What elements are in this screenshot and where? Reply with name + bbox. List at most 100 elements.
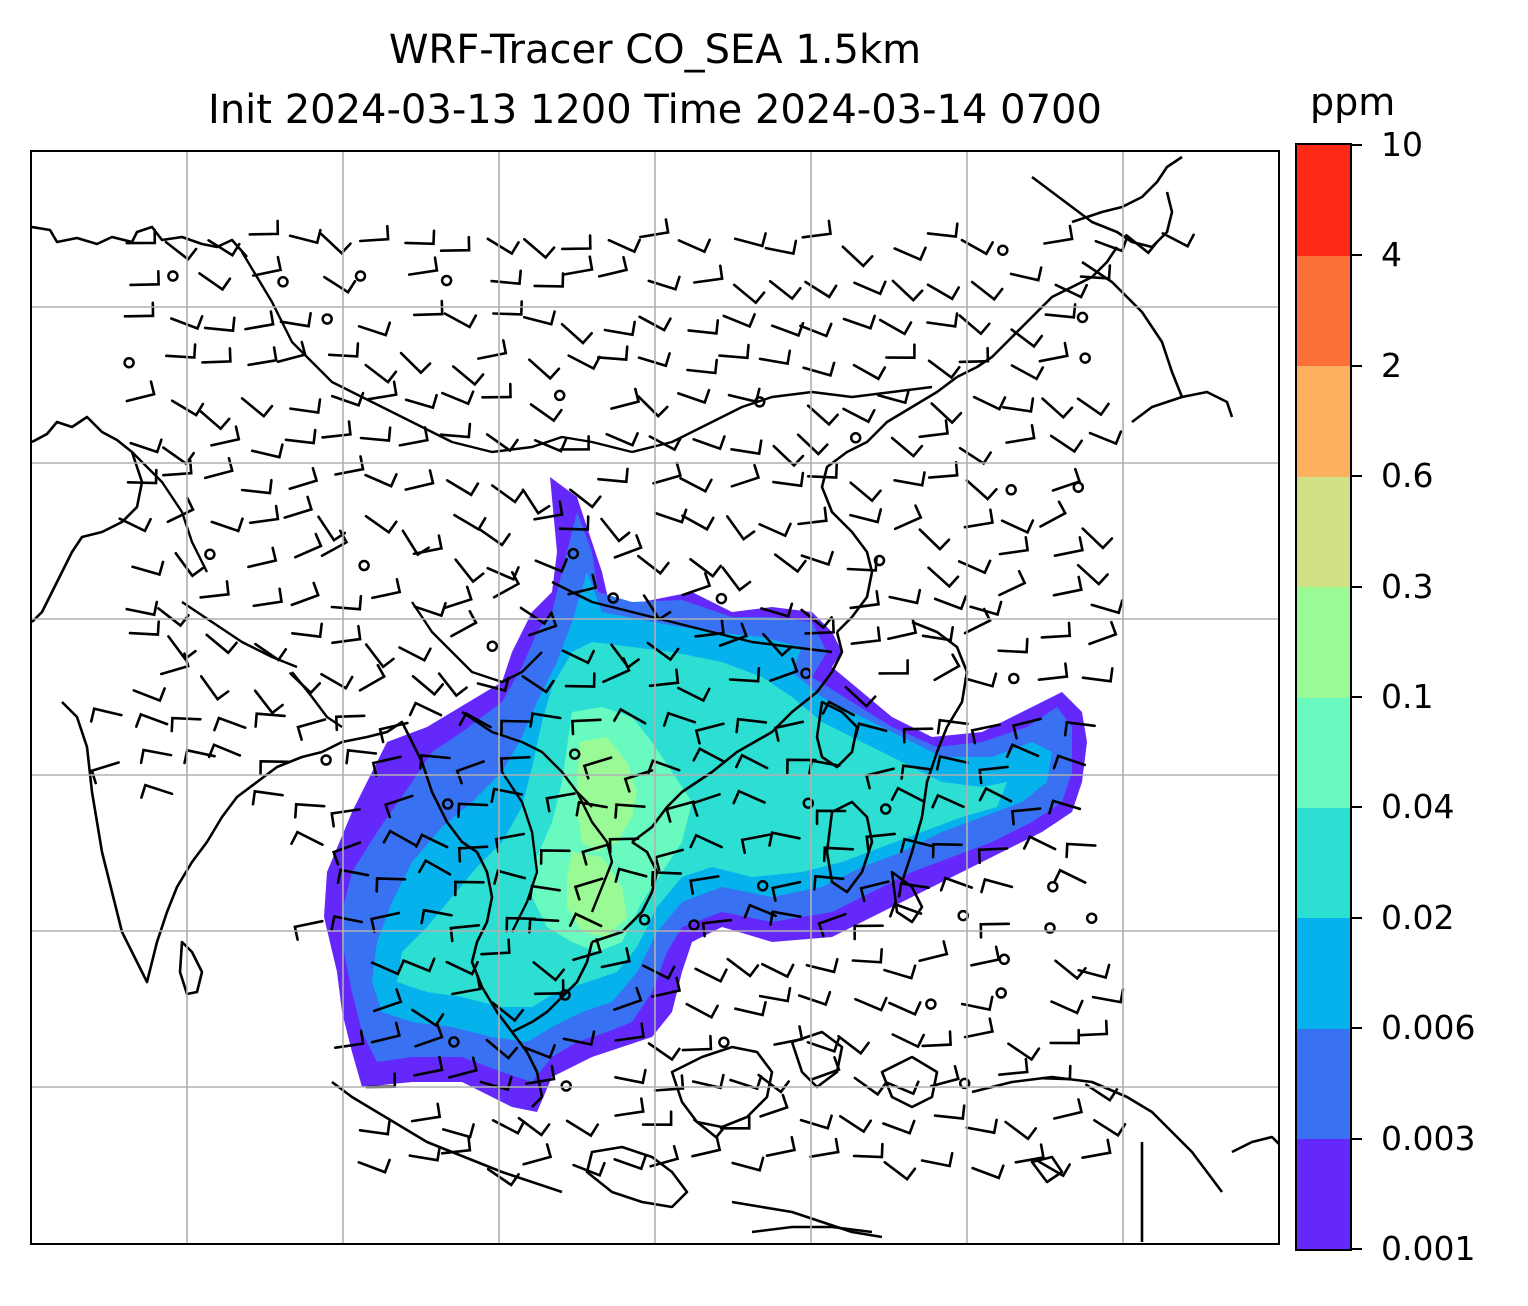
wind-barb: [998, 536, 1030, 556]
wind-barb: [367, 380, 398, 401]
wind-barb: [240, 397, 274, 419]
wind-barb: [681, 572, 712, 597]
wind-barb: [525, 1064, 556, 1085]
wind-barb: [331, 841, 362, 866]
wind-barb: [203, 456, 234, 480]
calm-wind-circle: [718, 1036, 730, 1049]
wind-barb: [157, 607, 190, 628]
wind-barb: [681, 1034, 713, 1052]
wind-barb: [878, 659, 909, 675]
wind-barb: [357, 1158, 391, 1174]
wind-barb: [837, 1035, 870, 1056]
wind-barb: [170, 716, 202, 733]
wind-barb: [533, 272, 565, 288]
border-segment: [501, 771, 539, 933]
wind-barb: [842, 314, 876, 330]
wind-barb: [649, 1144, 680, 1168]
wind-barb: [841, 245, 874, 268]
colorbar-tick-label: 0.003: [1381, 1118, 1476, 1158]
wind-barb: [490, 787, 523, 804]
wind-barb: [1053, 536, 1084, 557]
calm-wind-circle: [567, 547, 580, 560]
wind-barb: [565, 1119, 600, 1138]
wind-barb: [734, 1001, 767, 1017]
calm-wind-circle: [354, 270, 367, 282]
wind-barb: [764, 239, 798, 256]
wind-barb: [694, 618, 725, 638]
wind-barb: [519, 606, 553, 626]
wind-barb: [568, 488, 602, 509]
wind-barb: [1005, 424, 1036, 444]
wind-barb: [420, 908, 453, 925]
wind-barb: [765, 1136, 797, 1157]
wind-barb: [413, 1055, 444, 1077]
wind-barb: [164, 240, 198, 262]
calm-wind-circle: [123, 356, 135, 369]
calm-wind-circle: [204, 548, 216, 561]
wind-barb: [457, 802, 489, 819]
wind-barb: [160, 652, 190, 676]
wind-barb: [443, 312, 478, 329]
wind-barb: [613, 986, 643, 1011]
wind-barb: [345, 748, 378, 765]
wind-barb: [564, 672, 596, 688]
colorbar-tick-label: 0.001: [1381, 1229, 1476, 1268]
calm-wind-circle: [1085, 912, 1098, 924]
country-borders: [131, 251, 933, 933]
wind-barb: [284, 428, 317, 445]
wind-barb: [407, 256, 439, 276]
wind-barb: [804, 618, 835, 635]
wind-barb: [799, 1114, 833, 1130]
wind-barb: [883, 964, 917, 980]
wind-barb: [410, 1102, 442, 1123]
wind-barb: [614, 803, 646, 819]
wind-barb: [639, 218, 670, 239]
calm-wind-circle: [1008, 672, 1020, 685]
coastline-segment: [815, 700, 859, 769]
wind-barb: [523, 238, 556, 260]
co-tracer-shading: [324, 477, 1087, 1112]
calm-wind-circle: [320, 754, 332, 766]
wind-barb: [1011, 717, 1042, 740]
wind-barb: [135, 712, 169, 728]
wind-barb: [521, 675, 555, 694]
wind-barb: [844, 685, 877, 709]
wind-barb: [721, 566, 752, 592]
wind-barb: [681, 514, 715, 532]
wind-barb: [900, 837, 933, 854]
wind-barb: [677, 238, 711, 254]
wind-barb: [370, 911, 401, 933]
wind-barb: [248, 219, 280, 236]
colorbar-tick-label: 0.02: [1381, 897, 1455, 937]
wind-barb: [893, 471, 926, 487]
wind-barb: [921, 1030, 952, 1048]
wind-barb: [201, 347, 232, 364]
wind-barb: [760, 602, 794, 618]
wind-barb: [568, 912, 603, 928]
wind-barb: [330, 391, 365, 407]
wind-barb: [1043, 224, 1074, 245]
wind-barb: [453, 513, 487, 532]
wind-barb: [689, 833, 723, 849]
wind-barb: [276, 340, 307, 364]
wind-barb: [522, 1044, 556, 1060]
wind-barb: [529, 403, 563, 423]
wind-barb: [726, 957, 760, 978]
wind-barb: [701, 918, 733, 938]
wind-barb: [882, 1119, 916, 1135]
wind-barb: [665, 800, 695, 823]
wind-barb: [123, 301, 155, 318]
wind-barb: [457, 845, 489, 863]
wind-barb: [650, 976, 682, 998]
wind-barb: [534, 979, 565, 996]
calm-wind-circle: [873, 554, 886, 567]
wind-barb: [213, 716, 247, 732]
wind-barb: [1052, 754, 1086, 770]
wind-barb: [1051, 467, 1082, 492]
wind-barb: [581, 842, 611, 866]
wind-barb: [1090, 599, 1124, 615]
wind-barb: [573, 877, 604, 901]
wind-barb: [167, 635, 197, 661]
coastline-segment: [956, 246, 1119, 379]
wind-barb: [373, 988, 403, 1013]
